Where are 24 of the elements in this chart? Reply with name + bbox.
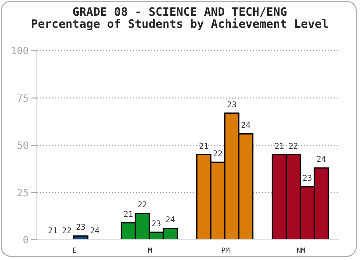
- text: 23: [302, 174, 312, 184]
- chart-subtitle: Percentage of Students by Achievement Level: [30, 17, 330, 31]
- chart-title: GRADE 08 - SCIENCE AND TECH/ENG: [72, 5, 288, 19]
- y-tick-label: 25: [16, 188, 29, 200]
- text: 24: [166, 216, 176, 225]
- y-tick-label: 50: [16, 141, 29, 152]
- text: 23: [227, 100, 237, 110]
- y-tick-label: 75: [16, 94, 29, 105]
- y-tick-label: 100: [10, 46, 29, 58]
- text: 22: [138, 200, 148, 210]
- bar: [73, 236, 89, 240]
- series-label: 24: [90, 226, 100, 236]
- text: 22: [288, 142, 298, 151]
- series-label: 21: [48, 226, 58, 236]
- text: 21: [274, 142, 284, 151]
- text: 23: [152, 219, 162, 228]
- y-tick-label: 0: [22, 236, 29, 247]
- series-label: 22: [62, 226, 72, 236]
- text: 21: [124, 210, 134, 219]
- text: 24: [316, 155, 326, 164]
- text: 21: [199, 142, 209, 151]
- text: 24: [241, 121, 251, 130]
- series-label: 23: [76, 223, 86, 232]
- text: 22: [213, 150, 223, 159]
